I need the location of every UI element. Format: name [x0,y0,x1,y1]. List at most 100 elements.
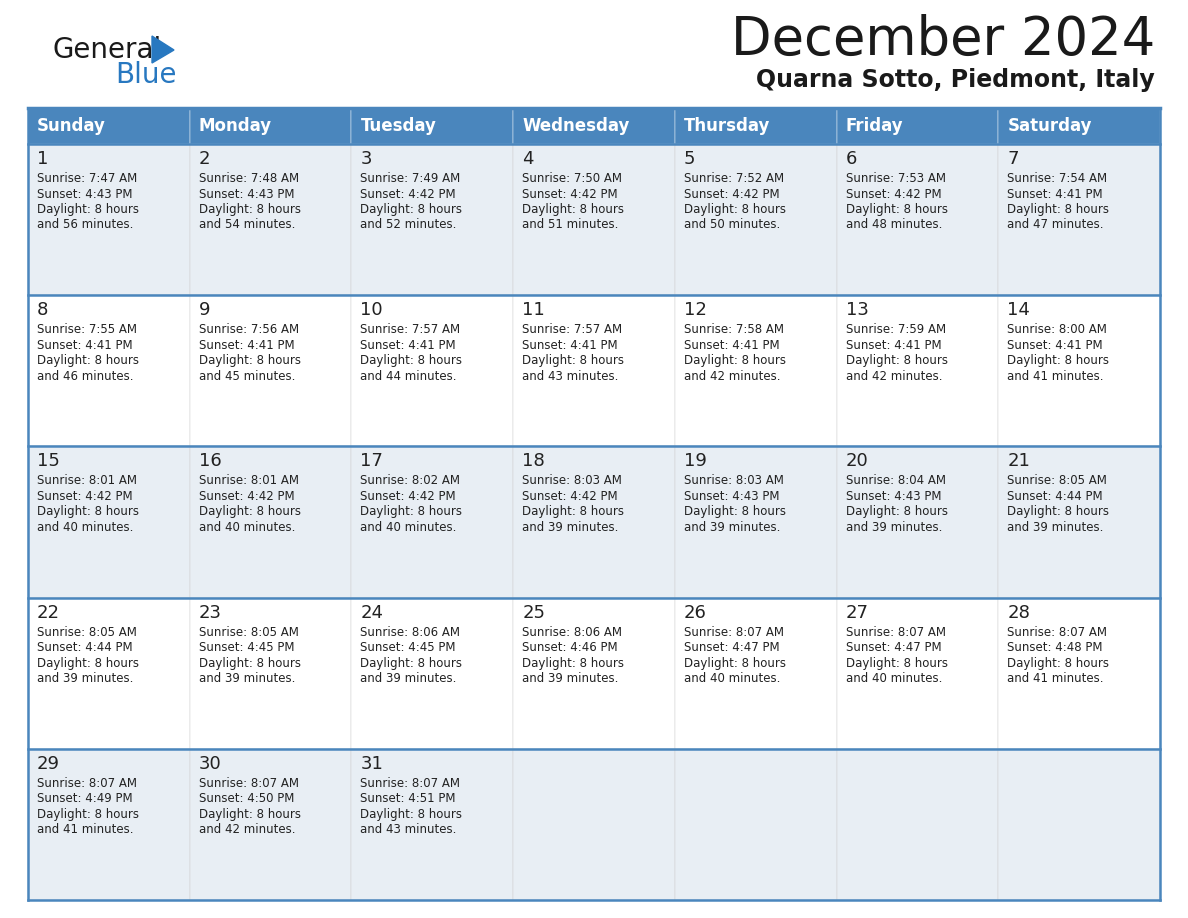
Text: and 54 minutes.: and 54 minutes. [198,218,295,231]
Text: Sunrise: 7:57 AM: Sunrise: 7:57 AM [523,323,623,336]
Bar [352,108,513,144]
Text: Daylight: 8 hours: Daylight: 8 hours [1007,354,1110,367]
Text: and 42 minutes.: and 42 minutes. [684,370,781,383]
Text: Sunset: 4:46 PM: Sunset: 4:46 PM [523,641,618,655]
Text: 15: 15 [37,453,59,470]
Bar [836,108,998,144]
Text: Thursday: Thursday [684,117,770,135]
Text: 11: 11 [523,301,545,319]
Text: and 39 minutes.: and 39 minutes. [360,672,457,685]
Text: 31: 31 [360,755,384,773]
Text: 13: 13 [846,301,868,319]
Bar [29,749,190,900]
Bar [675,108,836,144]
Text: Sunrise: 7:54 AM: Sunrise: 7:54 AM [1007,172,1107,185]
Text: Daylight: 8 hours: Daylight: 8 hours [846,506,948,519]
Text: Sunset: 4:43 PM: Sunset: 4:43 PM [198,187,295,200]
Text: Sunset: 4:42 PM: Sunset: 4:42 PM [198,490,295,503]
Text: Daylight: 8 hours: Daylight: 8 hours [198,203,301,216]
Bar [29,446,190,598]
Text: and 39 minutes.: and 39 minutes. [523,672,619,685]
Text: 19: 19 [684,453,707,470]
Text: Sunset: 4:42 PM: Sunset: 4:42 PM [523,187,618,200]
Text: and 40 minutes.: and 40 minutes. [684,672,781,685]
Text: Sunset: 4:42 PM: Sunset: 4:42 PM [37,490,133,503]
Bar [675,296,836,446]
Bar [998,108,1159,144]
Text: Sunrise: 7:56 AM: Sunrise: 7:56 AM [198,323,299,336]
Text: and 50 minutes.: and 50 minutes. [684,218,781,231]
Text: Daylight: 8 hours: Daylight: 8 hours [37,203,139,216]
Text: 23: 23 [198,604,222,621]
Bar [513,446,675,598]
Bar [352,446,513,598]
Text: 1: 1 [37,150,49,168]
Text: Sunset: 4:45 PM: Sunset: 4:45 PM [360,641,456,655]
Bar [675,446,836,598]
Bar [513,598,675,749]
Bar [29,108,190,144]
Text: Saturday: Saturday [1007,117,1092,135]
Text: Sunset: 4:41 PM: Sunset: 4:41 PM [360,339,456,352]
Text: Daylight: 8 hours: Daylight: 8 hours [1007,203,1110,216]
Text: 7: 7 [1007,150,1019,168]
Text: Sunrise: 7:55 AM: Sunrise: 7:55 AM [37,323,137,336]
Text: Sunrise: 8:02 AM: Sunrise: 8:02 AM [360,475,461,487]
Text: and 39 minutes.: and 39 minutes. [1007,521,1104,534]
Text: and 44 minutes.: and 44 minutes. [360,370,457,383]
Text: and 41 minutes.: and 41 minutes. [1007,672,1104,685]
Bar [836,446,998,598]
Text: and 39 minutes.: and 39 minutes. [846,521,942,534]
Text: 16: 16 [198,453,221,470]
Text: and 56 minutes.: and 56 minutes. [37,218,133,231]
Text: and 39 minutes.: and 39 minutes. [684,521,781,534]
Text: 27: 27 [846,604,868,621]
Bar [29,144,190,296]
Text: and 41 minutes.: and 41 minutes. [37,823,133,836]
Text: and 48 minutes.: and 48 minutes. [846,218,942,231]
Text: Sunrise: 8:07 AM: Sunrise: 8:07 AM [37,777,137,789]
Text: Daylight: 8 hours: Daylight: 8 hours [198,808,301,821]
Bar [513,144,675,296]
Text: 12: 12 [684,301,707,319]
Text: 29: 29 [37,755,61,773]
Text: 2: 2 [198,150,210,168]
Text: Daylight: 8 hours: Daylight: 8 hours [1007,656,1110,669]
Text: Sunrise: 8:06 AM: Sunrise: 8:06 AM [360,625,461,639]
Text: Daylight: 8 hours: Daylight: 8 hours [684,203,785,216]
Text: 6: 6 [846,150,857,168]
Text: Daylight: 8 hours: Daylight: 8 hours [37,354,139,367]
Bar [190,749,352,900]
Text: Sunday: Sunday [37,117,106,135]
Text: Sunrise: 8:03 AM: Sunrise: 8:03 AM [684,475,784,487]
Bar [513,296,675,446]
Text: Daylight: 8 hours: Daylight: 8 hours [684,354,785,367]
Text: Quarna Sotto, Piedmont, Italy: Quarna Sotto, Piedmont, Italy [757,68,1155,92]
Bar [998,446,1159,598]
Text: Sunrise: 8:07 AM: Sunrise: 8:07 AM [198,777,298,789]
Text: Sunset: 4:48 PM: Sunset: 4:48 PM [1007,641,1102,655]
Text: Sunrise: 8:04 AM: Sunrise: 8:04 AM [846,475,946,487]
Text: Sunset: 4:49 PM: Sunset: 4:49 PM [37,792,133,805]
Text: Daylight: 8 hours: Daylight: 8 hours [360,808,462,821]
Text: Sunrise: 7:58 AM: Sunrise: 7:58 AM [684,323,784,336]
Text: 17: 17 [360,453,384,470]
Text: 28: 28 [1007,604,1030,621]
Text: General: General [52,36,162,64]
Text: and 40 minutes.: and 40 minutes. [846,672,942,685]
Text: 22: 22 [37,604,61,621]
Text: Daylight: 8 hours: Daylight: 8 hours [846,203,948,216]
Text: Daylight: 8 hours: Daylight: 8 hours [523,656,624,669]
Text: Daylight: 8 hours: Daylight: 8 hours [1007,506,1110,519]
Text: and 41 minutes.: and 41 minutes. [1007,370,1104,383]
Text: Sunset: 4:43 PM: Sunset: 4:43 PM [846,490,941,503]
Text: Sunset: 4:42 PM: Sunset: 4:42 PM [360,187,456,200]
Text: Sunset: 4:41 PM: Sunset: 4:41 PM [37,339,133,352]
Text: Sunset: 4:41 PM: Sunset: 4:41 PM [846,339,941,352]
Text: Sunrise: 7:57 AM: Sunrise: 7:57 AM [360,323,461,336]
Text: and 52 minutes.: and 52 minutes. [360,218,457,231]
Bar [352,144,513,296]
Text: Sunset: 4:47 PM: Sunset: 4:47 PM [684,641,779,655]
Text: 21: 21 [1007,453,1030,470]
Bar [836,144,998,296]
